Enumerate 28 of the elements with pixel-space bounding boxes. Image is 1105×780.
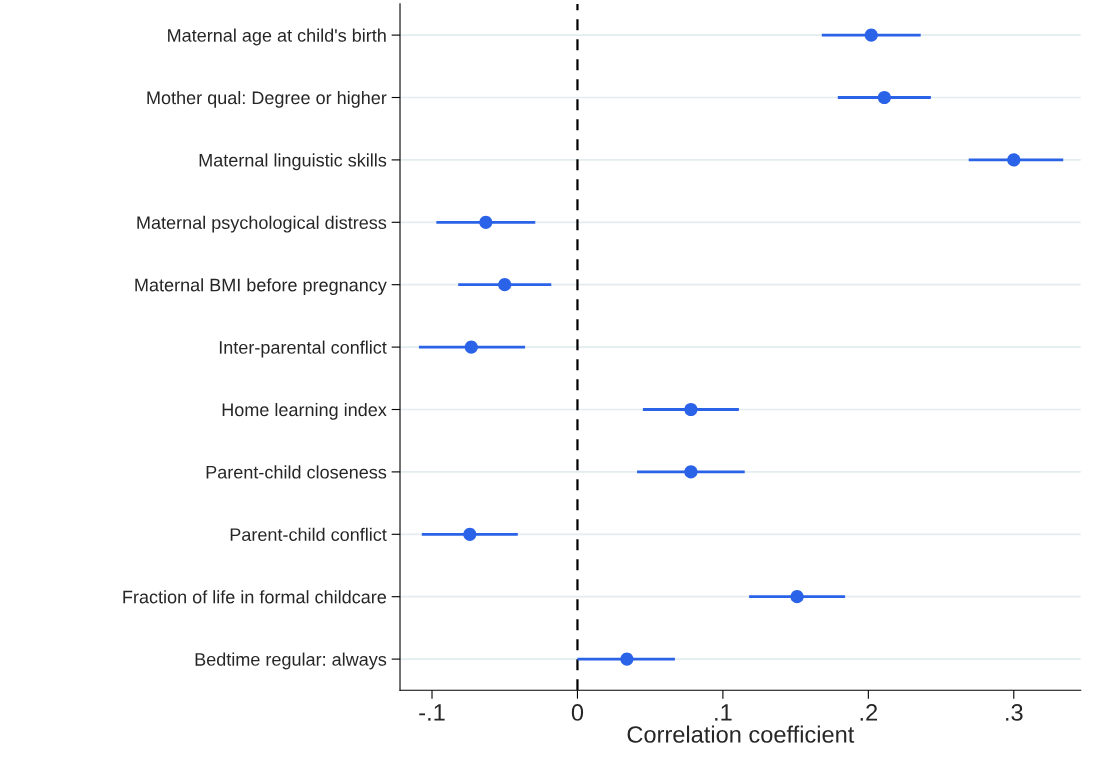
y-tick-label: Maternal BMI before pregnancy	[135, 278, 387, 295]
x-axis-title: Correlation coefficient	[627, 725, 855, 743]
point	[684, 465, 698, 479]
point	[479, 215, 493, 229]
y-tick-label: Home learning index	[222, 402, 387, 420]
x-tick-label: 0	[571, 704, 584, 721]
y-tick-label: Bedtime regular: always	[195, 652, 387, 670]
point	[790, 590, 804, 604]
y-tick-label: Mother qual: Degree or higher	[147, 90, 387, 108]
x-tick-label: -.1	[419, 704, 445, 721]
y-tick-label: Maternal linguistic skills	[199, 153, 387, 171]
point	[684, 402, 698, 417]
y-tick-label: Parent-child conflict	[230, 527, 387, 542]
point	[498, 278, 512, 292]
y-tick-label: Fraction of life in formal childcare	[123, 590, 387, 604]
x-tick-label: .1	[715, 704, 732, 721]
point	[620, 652, 634, 666]
point	[1007, 153, 1021, 167]
point	[864, 28, 878, 42]
x-tick-label: .2	[860, 704, 877, 721]
y-tick-label: Parent-child closeness	[206, 465, 387, 479]
y-tick-label: Maternal age at child's birth	[168, 28, 386, 46]
x-tick-label: .3	[1006, 704, 1023, 721]
point	[463, 527, 477, 541]
y-tick-label: Maternal psychological distress	[137, 215, 387, 233]
y-tick-label: Inter-parental conflict	[219, 340, 387, 358]
point	[877, 90, 891, 105]
point	[464, 340, 478, 354]
